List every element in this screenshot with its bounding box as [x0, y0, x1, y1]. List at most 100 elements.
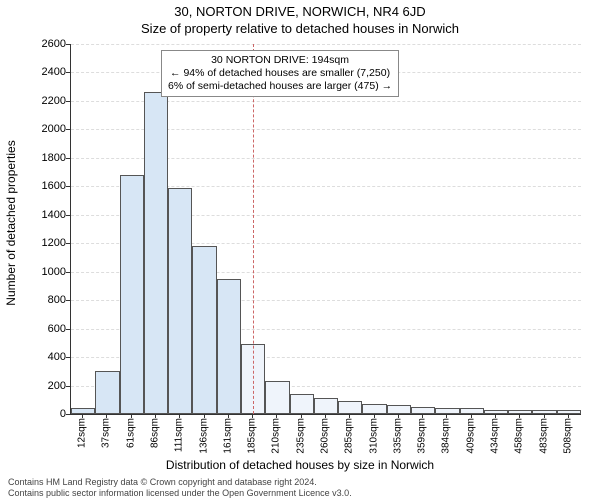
xtick-label: 210sqm [271, 418, 282, 454]
footer-attribution: Contains HM Land Registry data © Crown c… [8, 477, 352, 498]
histogram-bar [411, 407, 435, 414]
xtick-label: 185sqm [247, 418, 258, 454]
xtick-label: 136sqm [198, 418, 209, 454]
xtick-label: 335sqm [392, 418, 403, 454]
xtick-mark [519, 414, 520, 418]
xtick-label: 483sqm [538, 418, 549, 454]
gridline [71, 44, 581, 45]
xtick-mark [349, 414, 350, 418]
address-title: 30, NORTON DRIVE, NORWICH, NR4 6JD [0, 0, 600, 19]
annotation-box: 30 NORTON DRIVE: 194sqm ← 94% of detache… [161, 50, 399, 97]
histogram-bar [168, 188, 192, 414]
ytick-label: 2600 [26, 38, 66, 50]
ytick-mark [66, 386, 70, 387]
xtick-label: 508sqm [562, 418, 573, 454]
footer-line1: Contains HM Land Registry data © Crown c… [8, 477, 352, 487]
footer-line2: Contains public sector information licen… [8, 488, 352, 498]
ytick-mark [66, 357, 70, 358]
ytick-mark [66, 329, 70, 330]
histogram-bar [557, 410, 581, 414]
ytick-mark [66, 101, 70, 102]
chart-container: 30, NORTON DRIVE, NORWICH, NR4 6JD Size … [0, 0, 600, 500]
xtick-mark [446, 414, 447, 418]
xtick-mark [495, 414, 496, 418]
xtick-mark [106, 414, 107, 418]
histogram-bar [508, 410, 532, 414]
xtick-mark [252, 414, 253, 418]
histogram-bar [120, 175, 144, 414]
histogram-bar [265, 381, 289, 414]
ytick-label: 2400 [26, 66, 66, 78]
xtick-mark [374, 414, 375, 418]
histogram-bar [71, 408, 95, 414]
xtick-label: 12sqm [77, 418, 88, 448]
histogram-bar [192, 246, 216, 414]
chart-subtitle: Size of property relative to detached ho… [0, 19, 600, 36]
ytick-mark [66, 215, 70, 216]
histogram-bar [435, 408, 459, 414]
xtick-label: 285sqm [344, 418, 355, 454]
xtick-mark [422, 414, 423, 418]
xtick-mark [398, 414, 399, 418]
ytick-mark [66, 158, 70, 159]
ytick-mark [66, 272, 70, 273]
xtick-label: 434sqm [490, 418, 501, 454]
xtick-mark [131, 414, 132, 418]
ytick-label: 2000 [26, 123, 66, 135]
ytick-mark [66, 72, 70, 73]
xtick-label: 384sqm [441, 418, 452, 454]
histogram-bar [314, 398, 338, 414]
xtick-label: 458sqm [514, 418, 525, 454]
ytick-label: 800 [26, 294, 66, 306]
ytick-mark [66, 186, 70, 187]
ytick-label: 2200 [26, 95, 66, 107]
ytick-label: 0 [26, 408, 66, 420]
ytick-mark [66, 300, 70, 301]
xtick-mark [179, 414, 180, 418]
ytick-label: 1400 [26, 209, 66, 221]
xtick-label: 61sqm [125, 418, 136, 448]
ytick-label: 200 [26, 380, 66, 392]
annotation-line3: 6% of semi-detached houses are larger (4… [168, 80, 392, 93]
histogram-bar [95, 371, 119, 414]
ytick-label: 400 [26, 351, 66, 363]
plot-area: 30 NORTON DRIVE: 194sqm ← 94% of detache… [70, 44, 581, 415]
xtick-mark [155, 414, 156, 418]
annotation-line2: ← 94% of detached houses are smaller (7,… [168, 67, 392, 80]
xtick-label: 86sqm [150, 418, 161, 448]
ytick-label: 1200 [26, 237, 66, 249]
histogram-bar [338, 401, 362, 414]
xtick-mark [82, 414, 83, 418]
xtick-mark [301, 414, 302, 418]
xtick-label: 111sqm [174, 418, 185, 452]
xtick-mark [568, 414, 569, 418]
xtick-mark [204, 414, 205, 418]
ytick-mark [66, 129, 70, 130]
ytick-label: 600 [26, 323, 66, 335]
y-axis-label: Number of detached properties [4, 58, 18, 223]
histogram-bar [144, 92, 168, 414]
histogram-bar [290, 394, 314, 414]
xtick-mark [325, 414, 326, 418]
ytick-label: 1800 [26, 152, 66, 164]
annotation-line1: 30 NORTON DRIVE: 194sqm [168, 54, 392, 67]
ytick-mark [66, 44, 70, 45]
histogram-bar [217, 279, 241, 414]
xtick-label: 161sqm [222, 418, 233, 454]
xtick-mark [228, 414, 229, 418]
xtick-label: 37sqm [101, 418, 112, 448]
histogram-bar [460, 408, 484, 414]
xtick-label: 409sqm [465, 418, 476, 454]
histogram-bar [532, 410, 556, 414]
xtick-mark [544, 414, 545, 418]
x-axis-label: Distribution of detached houses by size … [0, 458, 600, 472]
xtick-mark [471, 414, 472, 418]
histogram-bar [387, 405, 411, 414]
ytick-label: 1000 [26, 266, 66, 278]
reference-line [253, 44, 254, 414]
ytick-mark [66, 414, 70, 415]
xtick-label: 310sqm [368, 418, 379, 454]
xtick-label: 359sqm [417, 418, 428, 454]
ytick-label: 1600 [26, 180, 66, 192]
xtick-mark [276, 414, 277, 418]
